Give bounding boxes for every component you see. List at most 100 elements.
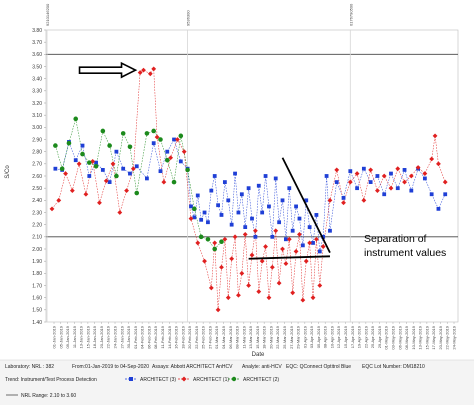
data-point-series-0 [165,149,170,154]
x-tick-label: 11-Jan-2019 [72,325,77,348]
data-point-series-2 [107,143,112,148]
data-point-series-0 [94,160,98,165]
data-point-series-2 [164,157,170,163]
data-point-series-0 [341,196,346,200]
data-point-series-1 [154,134,160,140]
x-tick-label: 18-Feb-2019 [180,325,185,349]
x-tick-label: 20-May-2019 [438,325,443,349]
data-point-series-2 [86,160,92,165]
x-tick-label: 06-Feb-2019 [146,325,151,349]
data-point-series-2 [80,151,85,157]
data-point-series-0 [311,241,315,245]
y-axis-title: S/Co [5,165,11,179]
y-tick-label: 3.20 [32,101,42,107]
data-point-series-0 [395,186,400,191]
footer-analyte: Analyte: anti-HCV [242,364,282,370]
legend: ARCHITECT (3) ARCHITECT (1) ARCHITECT (2… [125,376,279,383]
data-point-series-2 [158,137,163,142]
data-point-series-0 [270,234,275,239]
data-point-series-0 [128,171,132,176]
legend-series-2: ARCHITECT (2) [243,377,279,383]
x-tick-label: 15-Jan-2019 [85,325,90,348]
data-point-series-1 [388,185,394,191]
data-point-series-1 [368,167,374,173]
legend-square-icon [129,377,133,381]
x-tick-label: 10-May-2019 [411,325,416,349]
x-tick-label: 24-May-2019 [452,325,457,349]
data-point-series-1 [273,228,279,234]
data-point-series-0 [389,171,393,176]
x-tick-label: 13-Mar-2019 [248,325,253,349]
y-tick-label: 2.90 [32,137,42,143]
y-tick-label: 2.60 [32,174,42,180]
data-point-series-1 [249,252,255,258]
data-point-series-0 [216,203,221,208]
data-point-series-0 [250,216,254,221]
y-tick-label: 2.00 [32,247,42,253]
data-point-series-0 [195,193,200,198]
legend-series-1: ARCHITECT (1) [193,377,229,383]
data-point-series-0 [243,225,248,229]
y-tick-label: 1.40 [32,320,42,326]
data-point-series-1 [429,156,435,162]
x-tick-label: 22-Mar-2019 [275,325,280,349]
data-point-series-1 [334,167,340,173]
data-point-series-2 [212,246,218,252]
data-point-series-0 [53,166,58,171]
data-point-series-0 [297,216,302,221]
y-tick-label: 1.60 [32,295,42,301]
data-point-series-1 [124,188,129,193]
data-point-series-1 [375,188,380,193]
data-point-series-2 [114,173,119,179]
data-point-series-0 [283,237,288,242]
data-point-series-2 [100,128,106,134]
data-point-series-1 [307,240,313,246]
data-point-series-0 [226,198,231,203]
data-point-series-1 [347,179,353,185]
data-point-series-2 [144,131,150,136]
data-point-series-1 [402,179,407,185]
data-point-series-1 [236,292,241,298]
data-point-series-0 [260,210,265,215]
data-point-series-2 [178,133,184,139]
annotation-line-1: Separation of [364,233,427,245]
footer-date-range: From:01-Jan-2019 to 04-Sep-2020 [72,364,149,370]
x-tick-label: 27-Feb-2019 [207,325,212,349]
data-point-series-1 [63,171,68,176]
data-point-series-0 [80,143,85,148]
data-point-series-0 [246,186,251,191]
y-tick-label: 3.10 [32,113,42,119]
data-point-series-0 [375,174,380,178]
data-point-series-1 [110,161,116,167]
data-point-series-1 [151,66,157,72]
data-point-series-1 [314,236,319,242]
data-point-series-0 [73,158,78,163]
y-tick-label: 1.80 [32,271,42,277]
y-tick-label: 2.30 [32,210,42,216]
data-point-series-1 [229,256,235,262]
x-tick-label: 14-Feb-2019 [167,325,172,349]
data-point-series-1 [395,166,401,172]
data-point-series-1 [130,166,136,172]
data-point-series-0 [348,169,353,174]
y-tick-label: 1.90 [32,259,42,265]
x-tick-label: 08-Mar-2019 [235,325,240,349]
data-point-series-1 [280,246,285,252]
data-point-series-0 [192,215,197,220]
x-tick-label: 01-Feb-2019 [133,325,138,349]
data-point-series-0 [202,210,207,215]
x-tick-label: 20-Feb-2019 [187,325,192,349]
y-tick-label: 3.60 [32,52,42,58]
data-point-series-1 [286,236,292,242]
data-point-series-2 [219,239,224,244]
data-point-series-0 [199,217,204,222]
y-tick-label: 3.40 [32,76,42,82]
footer-assays: Assays: Abbott ARCHITECT AnHCV [152,364,233,370]
x-tick-label: 22-Feb-2019 [194,325,199,349]
data-point-series-1 [141,67,146,73]
data-point-series-1 [293,249,299,254]
data-point-series-2 [120,131,126,136]
footer-eqc: EQC: QConnect Optitrol Blue [286,364,351,370]
x-tick-label: 22-May-2019 [445,325,450,349]
